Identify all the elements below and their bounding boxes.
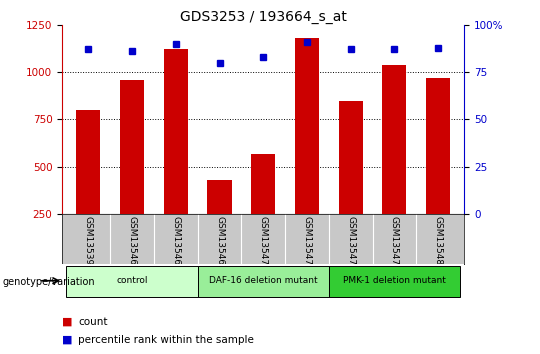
Text: PMK-1 deletion mutant: PMK-1 deletion mutant bbox=[343, 276, 446, 285]
Bar bbox=[66, 266, 198, 297]
Bar bbox=[329, 266, 460, 297]
Bar bbox=[164, 50, 188, 262]
Text: GSM135480: GSM135480 bbox=[434, 216, 443, 270]
Bar bbox=[426, 78, 450, 262]
Text: DAF-16 deletion mutant: DAF-16 deletion mutant bbox=[209, 276, 318, 285]
Text: GSM135468: GSM135468 bbox=[171, 216, 180, 270]
Text: ■: ■ bbox=[62, 335, 72, 345]
Text: control: control bbox=[116, 276, 148, 285]
Text: count: count bbox=[78, 317, 108, 327]
Title: GDS3253 / 193664_s_at: GDS3253 / 193664_s_at bbox=[180, 10, 347, 24]
Text: GSM135476: GSM135476 bbox=[259, 216, 268, 270]
Text: GSM135477: GSM135477 bbox=[302, 216, 312, 270]
Text: ■: ■ bbox=[62, 317, 72, 327]
Text: percentile rank within the sample: percentile rank within the sample bbox=[78, 335, 254, 345]
Text: GSM135479: GSM135479 bbox=[390, 216, 399, 270]
Bar bbox=[382, 64, 407, 262]
Bar bbox=[339, 101, 363, 262]
Bar bbox=[76, 110, 100, 262]
Text: GSM135395: GSM135395 bbox=[84, 216, 93, 271]
Bar bbox=[207, 180, 232, 262]
Bar bbox=[198, 266, 329, 297]
Text: GSM135469: GSM135469 bbox=[215, 216, 224, 270]
Bar bbox=[295, 38, 319, 262]
Text: GSM135478: GSM135478 bbox=[346, 216, 355, 270]
Bar bbox=[120, 80, 144, 262]
Text: GSM135467: GSM135467 bbox=[127, 216, 137, 270]
Bar bbox=[251, 154, 275, 262]
Text: genotype/variation: genotype/variation bbox=[3, 278, 96, 287]
